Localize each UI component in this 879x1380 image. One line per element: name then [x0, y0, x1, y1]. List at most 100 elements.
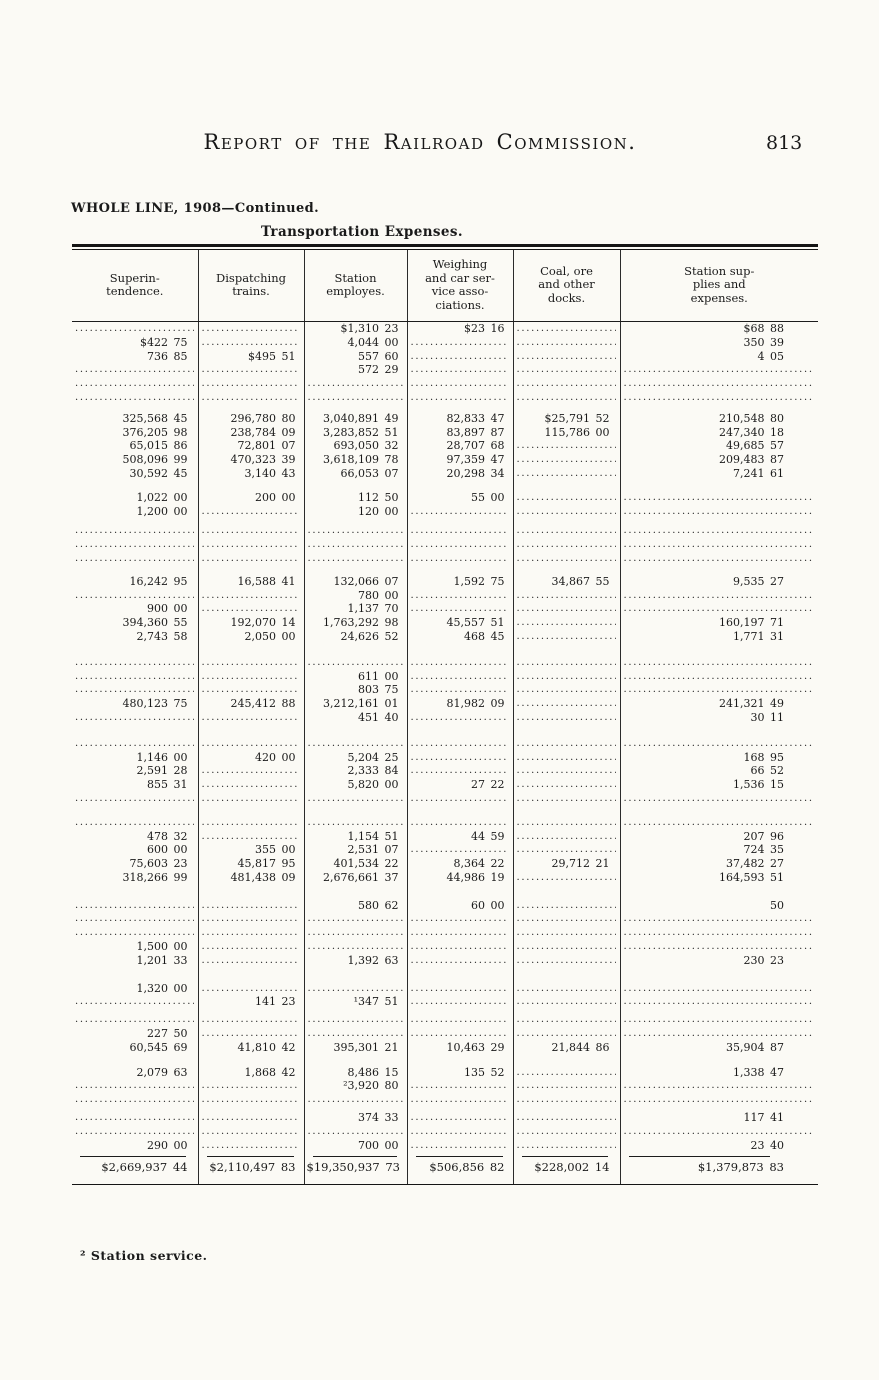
table-cell [72, 1079, 199, 1094]
table-cell [407, 683, 514, 698]
table-cell [513, 466, 621, 481]
table-cell [407, 335, 514, 350]
table-cell: 30 11 [750, 710, 785, 724]
table-cell [513, 655, 621, 670]
table-row [72, 791, 818, 806]
table-cell [72, 551, 199, 566]
table-cell: 1,022 00 [72, 490, 199, 505]
table-row: 16,242 95 16,588 41 132,066 07 1,592 75 34,8… [72, 574, 818, 589]
table-cell [513, 602, 621, 617]
table-cell [198, 588, 305, 603]
table-cell [304, 981, 408, 996]
total-rule [521, 1156, 608, 1158]
table-cell: 8,364 22 [407, 857, 514, 871]
table-cell: 1,500 00 [72, 940, 199, 954]
table-cell [304, 524, 408, 539]
table-row [72, 390, 818, 405]
table-cell [72, 643, 199, 656]
table-cell [72, 565, 199, 575]
table-cell [513, 791, 621, 806]
table-subcaption: Transportation Expenses. [260, 224, 464, 240]
table-cell [198, 736, 305, 751]
table-cell [513, 995, 621, 1010]
total-cell: $506,856 82 [407, 1152, 514, 1185]
table-cell: 572 29 [304, 363, 408, 378]
table-cell [407, 884, 514, 899]
table-cell [620, 538, 818, 552]
table-cell [198, 643, 305, 656]
table-cell [72, 524, 199, 539]
table-cell: $23 16 [407, 321, 514, 336]
table-row: 318,266 99 481,438 09 2,676,661 37 44,986 1… [72, 870, 818, 885]
table-cell [620, 363, 818, 377]
table-cell [304, 1054, 408, 1066]
table-cell: 780 00 [304, 588, 408, 603]
table-cell: 81,982 09 [407, 697, 514, 711]
table-row: 451 40 30 11 [72, 710, 818, 725]
table-cell [513, 870, 621, 885]
table-cell [620, 912, 818, 926]
table-cell [620, 1027, 818, 1041]
table-cell [72, 363, 199, 378]
table-cell: 135 52 [407, 1065, 514, 1080]
double-rule: Superin-tendence. Dispatching trains. Stati… [72, 249, 818, 1185]
table-cell [513, 912, 621, 927]
table-cell [198, 981, 305, 996]
table-cell [407, 643, 514, 656]
table-cell: 420 00 [198, 750, 305, 765]
table-cell [407, 926, 514, 941]
table-cell: 45,817 95 [198, 857, 305, 871]
table-cell [198, 390, 305, 405]
table-cell: 8,486 15 [304, 1065, 408, 1080]
table-cell: 611 00 [304, 669, 408, 684]
table-cell [198, 829, 305, 844]
table-cell [198, 1111, 305, 1125]
table-cell: 325,568 45 [72, 411, 199, 426]
table-cell: 1,338 47 [733, 1065, 784, 1079]
table-cell [304, 377, 408, 391]
table-cell [513, 1013, 621, 1028]
table-row: 1,500 00 [72, 940, 818, 954]
table-cell: 37,482 27 [726, 857, 784, 871]
table-cell [620, 589, 818, 603]
table-cell [513, 453, 621, 467]
table-cell [513, 349, 621, 364]
total-rule [80, 1156, 186, 1158]
table-cell [198, 538, 305, 552]
table-cell [513, 1138, 621, 1153]
table-cell [513, 1065, 621, 1080]
table-cell [407, 1009, 514, 1014]
table-cell [72, 967, 199, 982]
table-cell [407, 1107, 514, 1112]
table-cell [620, 926, 818, 940]
table-cell [407, 404, 514, 412]
table-cell: 75,603 23 [72, 857, 199, 871]
table-cell [72, 480, 199, 491]
table-cell [513, 643, 621, 656]
table-cell: $1,310 23 [304, 321, 408, 336]
table-cell [513, 953, 621, 968]
table-cell: 82,833 47 [407, 411, 514, 426]
table-cell [304, 736, 408, 751]
table-cell [198, 940, 305, 954]
table-cell [304, 1093, 408, 1108]
table-row: 75,603 23 45,817 95 401,534 22 8,364 22 29,7… [72, 857, 818, 871]
table-cell [198, 1013, 305, 1028]
table-cell: 3,040,891 49 [304, 411, 408, 426]
total-cell: $19,350,937 73 [304, 1152, 408, 1185]
table-cell: 45,557 51 [407, 616, 514, 630]
table-cell [72, 1054, 199, 1066]
table-cell: 97,359 47 [407, 453, 514, 467]
table-cell [198, 1009, 305, 1014]
table-cell: 10,463 29 [407, 1040, 514, 1055]
table-cell [304, 404, 408, 412]
table-cell [407, 1079, 514, 1094]
table-row: 900 00 1,137 70 [72, 602, 818, 617]
table-cell [407, 480, 514, 491]
table-cell [620, 1125, 818, 1139]
table-row: 1,022 00 200 00 112 50 55 00 [72, 490, 818, 505]
table-cell [72, 724, 199, 737]
